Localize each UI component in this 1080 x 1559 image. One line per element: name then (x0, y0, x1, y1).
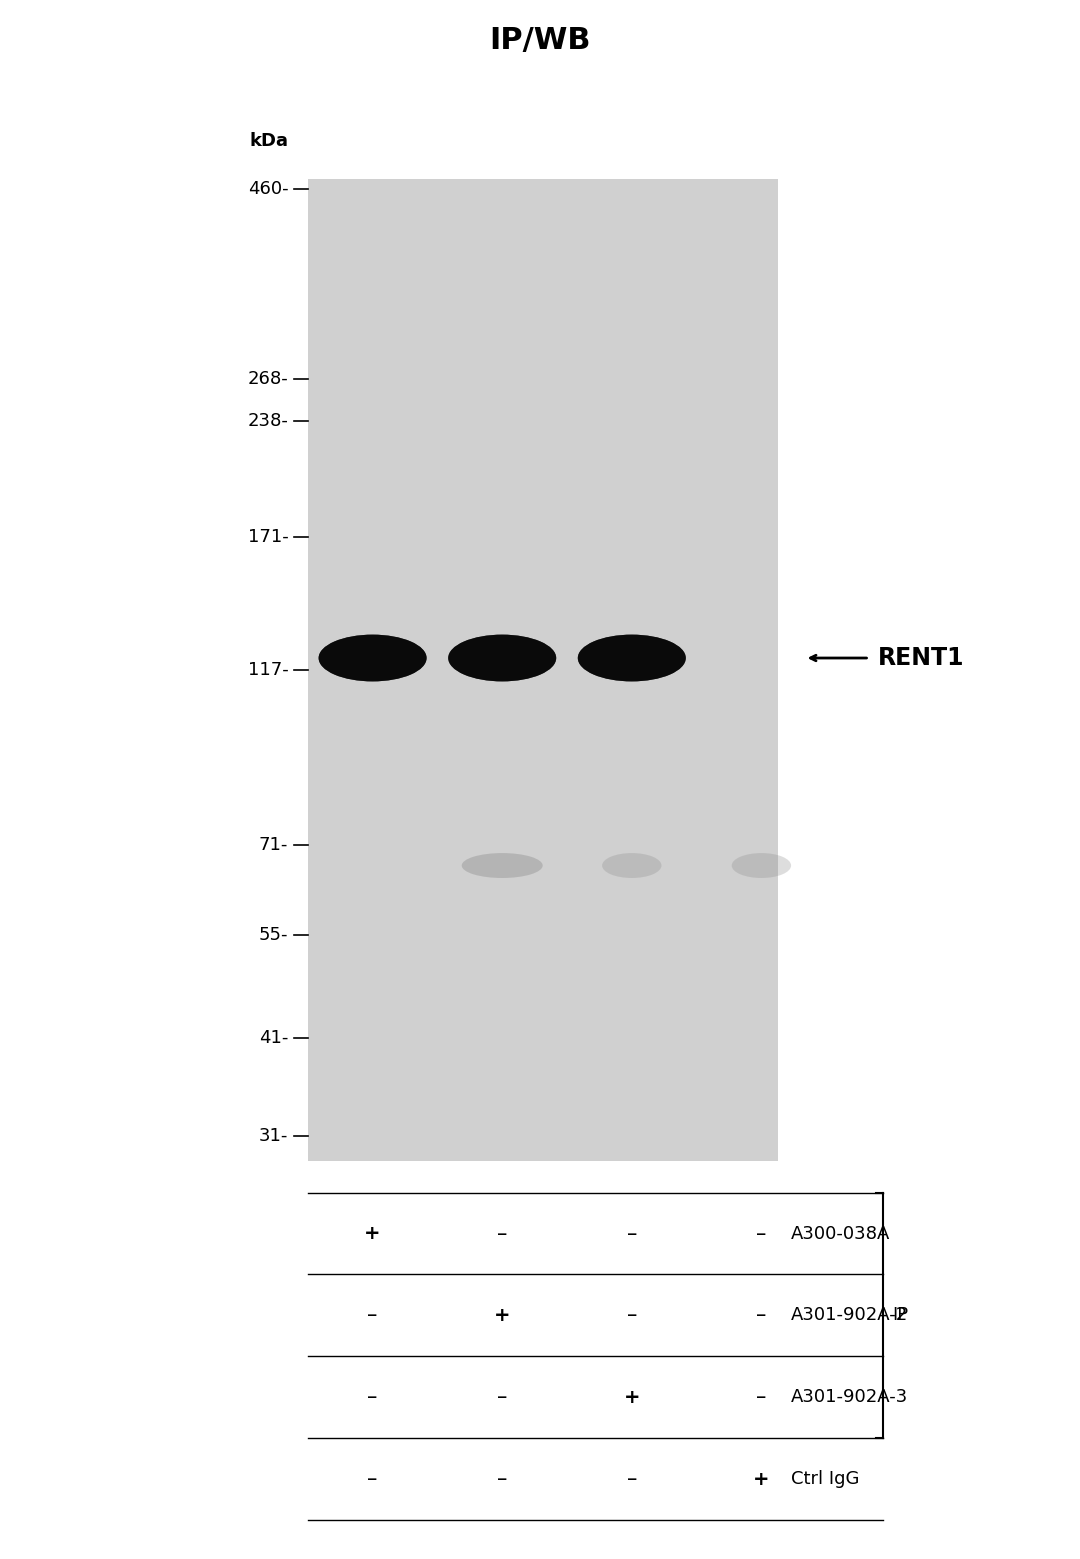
Text: A301-902A-3: A301-902A-3 (791, 1388, 908, 1406)
Text: –: – (497, 1469, 508, 1489)
Text: –: – (497, 1224, 508, 1244)
Ellipse shape (578, 635, 686, 681)
Ellipse shape (578, 635, 686, 681)
Text: 41-: 41- (259, 1029, 288, 1048)
Ellipse shape (462, 853, 543, 878)
Text: –: – (367, 1305, 378, 1325)
Text: 71-: 71- (259, 836, 288, 854)
Text: +: + (364, 1224, 381, 1243)
Ellipse shape (319, 635, 427, 681)
Text: RENT1: RENT1 (878, 645, 964, 670)
Text: –: – (497, 1388, 508, 1408)
Text: –: – (367, 1469, 378, 1489)
Text: +: + (494, 1306, 511, 1325)
Text: –: – (626, 1469, 637, 1489)
Text: 55-: 55- (259, 926, 288, 943)
Text: 31-: 31- (259, 1127, 288, 1146)
Ellipse shape (319, 635, 427, 681)
Text: –: – (756, 1305, 767, 1325)
Text: –: – (626, 1305, 637, 1325)
Ellipse shape (731, 853, 791, 878)
Text: kDa: kDa (249, 133, 288, 150)
Text: 117-: 117- (247, 661, 288, 678)
Text: IP: IP (892, 1306, 908, 1325)
Text: A300-038A: A300-038A (791, 1224, 890, 1243)
Text: Ctrl IgG: Ctrl IgG (791, 1470, 859, 1489)
Text: 171-: 171- (247, 527, 288, 546)
Text: +: + (623, 1388, 640, 1406)
Text: –: – (367, 1388, 378, 1408)
Text: –: – (756, 1224, 767, 1244)
Text: 268-: 268- (247, 369, 288, 388)
Bar (308, 179, 778, 1161)
Text: –: – (626, 1224, 637, 1244)
Ellipse shape (448, 635, 556, 681)
Text: +: + (753, 1470, 770, 1489)
Ellipse shape (448, 635, 556, 681)
Text: A301-902A-2: A301-902A-2 (791, 1306, 908, 1325)
Text: 238-: 238- (247, 412, 288, 430)
Ellipse shape (602, 853, 661, 878)
Text: –: – (756, 1388, 767, 1408)
Text: IP/WB: IP/WB (489, 25, 591, 55)
Text: 460-: 460- (247, 181, 288, 198)
